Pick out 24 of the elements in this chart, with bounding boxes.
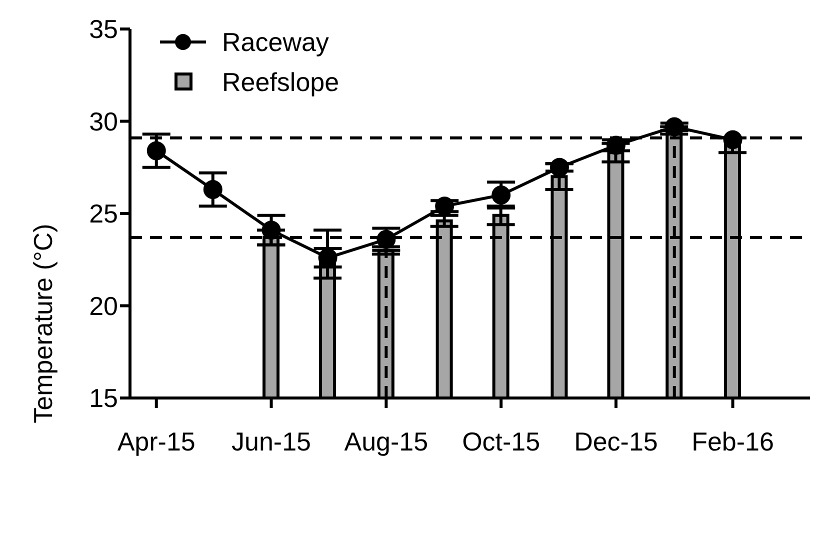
y-tick-label: 15 [89,383,118,414]
y-tick-label: 35 [89,14,118,44]
point [664,117,684,136]
y-tick-label: 20 [89,290,118,321]
point [146,141,166,160]
y-axis-title: Temperature (°C) [28,224,58,424]
point [606,136,626,155]
x-tick-label: Dec-15 [574,426,658,456]
y-tick-label: 30 [89,106,118,136]
x-tick-label: Aug-15 [344,426,428,456]
point [262,220,281,240]
point [318,248,338,268]
point [723,130,742,150]
point [492,186,511,205]
x-tick-label: Feb-16 [692,426,774,456]
legend-label: Raceway [222,26,329,58]
x-tick-label: Apr-15 [117,426,196,456]
legend-label: Reefslope [222,66,340,98]
point [435,196,454,216]
point [203,180,222,200]
y-tick-label: 25 [89,198,118,229]
x-tick-label: Jun-15 [232,426,312,456]
x-tick-label: Oct-15 [462,426,540,456]
point [550,158,569,177]
